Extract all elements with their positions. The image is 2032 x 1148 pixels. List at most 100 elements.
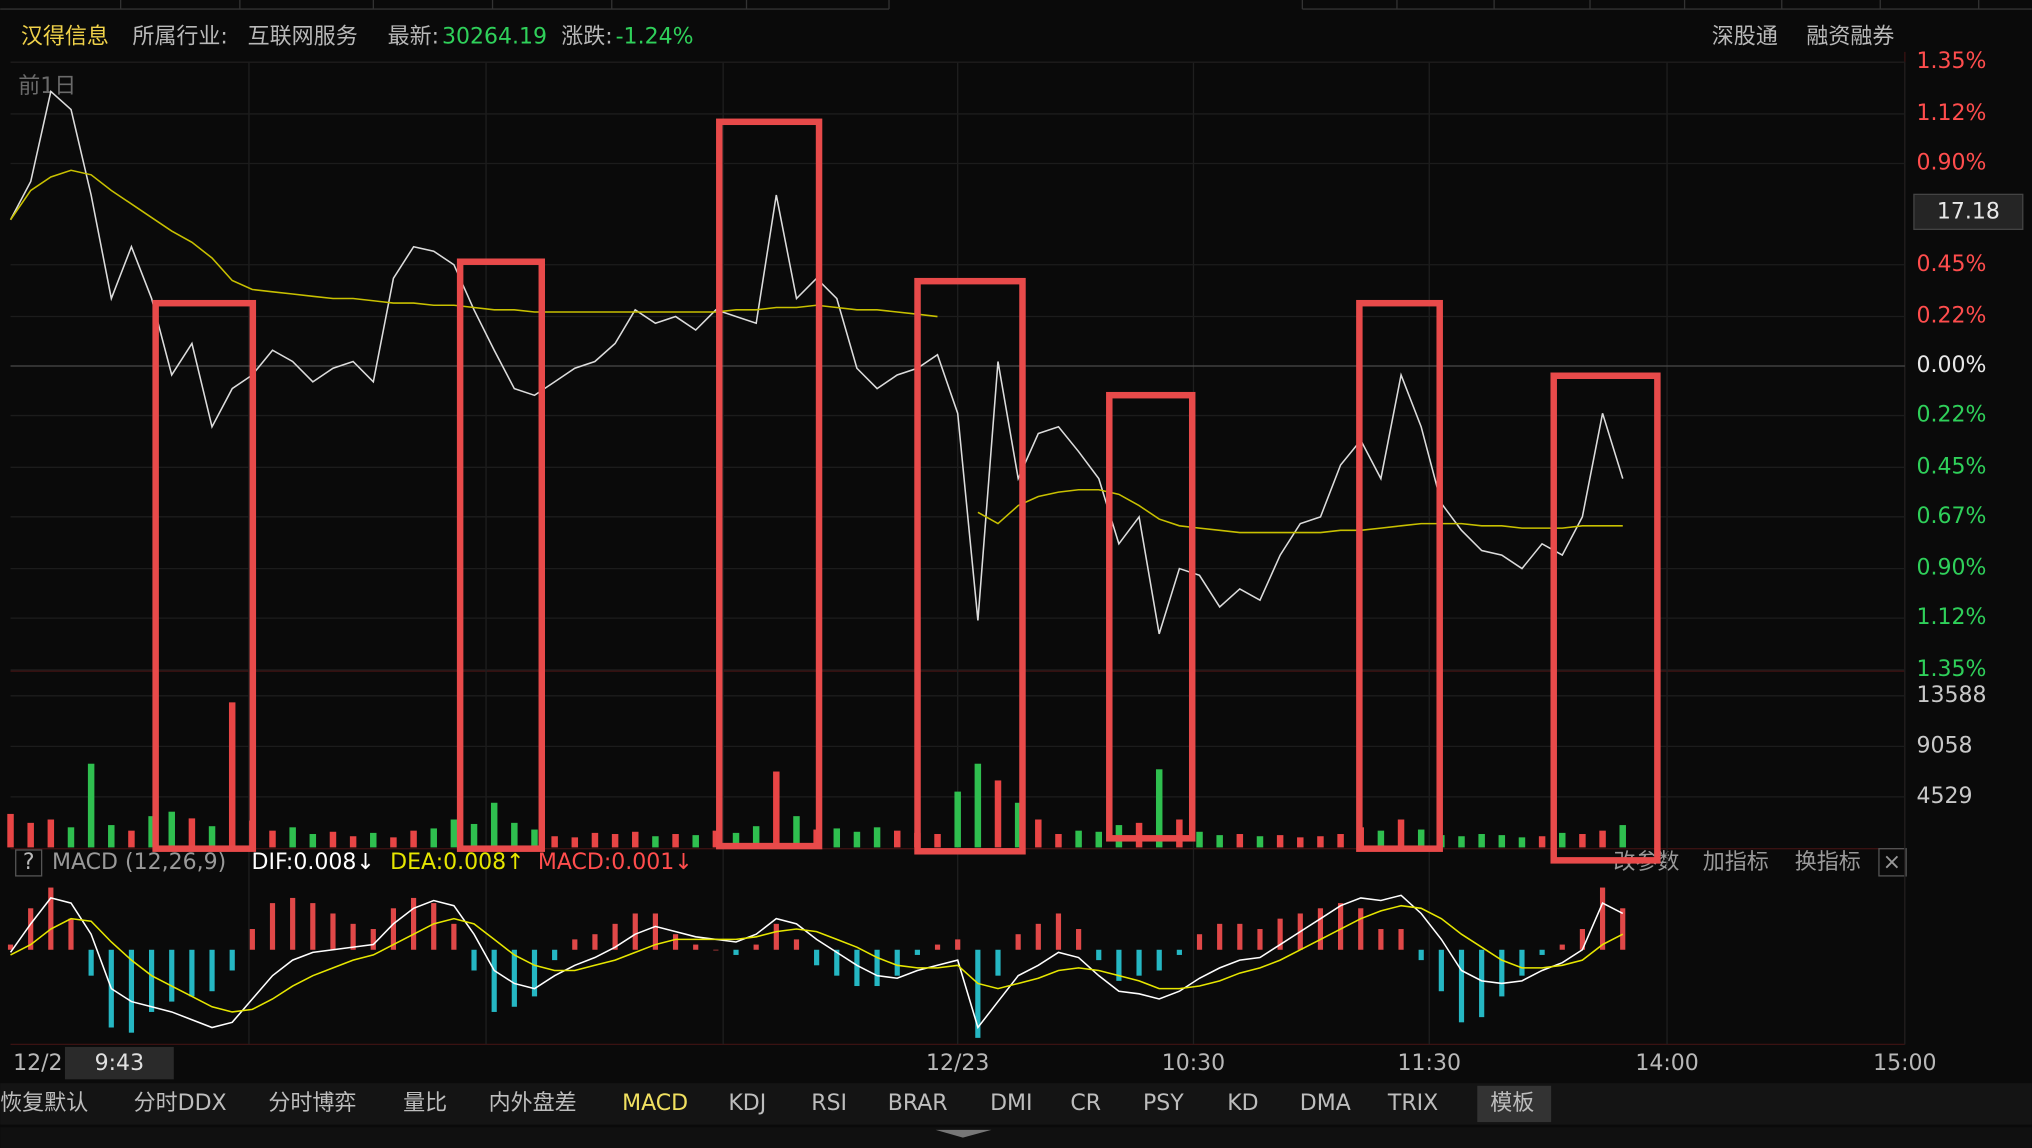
- tab[interactable]: KDJ: [728, 1091, 766, 1116]
- tab[interactable]: 量比: [403, 1091, 447, 1116]
- tab[interactable]: RSI: [811, 1091, 847, 1116]
- macd-bar: [773, 923, 779, 950]
- macd-bar: [693, 944, 699, 950]
- macd-bar: [169, 949, 175, 1002]
- volume-bar: [793, 816, 800, 848]
- help-box[interactable]: [15, 849, 43, 877]
- volume-bar: [87, 763, 95, 848]
- volume-bar: [108, 825, 115, 848]
- macd-bar: [1136, 949, 1142, 976]
- indicator-action[interactable]: 换指标: [1795, 850, 1861, 875]
- tab[interactable]: 分时博弈: [268, 1091, 356, 1116]
- volume-bar: [833, 828, 841, 848]
- tab[interactable]: 内外盘差: [489, 1091, 577, 1116]
- macd-bar: [1358, 908, 1364, 950]
- volume-bar: [47, 819, 55, 848]
- tab[interactable]: TRIX: [1387, 1091, 1438, 1116]
- macd-bar: [1217, 923, 1223, 950]
- header-link[interactable]: 融资融券: [1806, 25, 1894, 50]
- collapse-arrow[interactable]: [935, 1129, 992, 1138]
- macd-bar: [88, 949, 94, 976]
- y-tick-label: 9058: [1917, 733, 1973, 758]
- volume-bar: [188, 818, 196, 848]
- macd-bar: [471, 949, 477, 971]
- industry[interactable]: 互联网服务: [248, 25, 358, 50]
- tab[interactable]: MACD: [622, 1091, 688, 1116]
- tab[interactable]: 模板: [1490, 1091, 1534, 1116]
- volume-bar: [1014, 802, 1022, 848]
- tab[interactable]: DMI: [990, 1091, 1032, 1116]
- tab[interactable]: BRAR: [888, 1091, 948, 1116]
- top-strip: [0, 0, 2032, 10]
- change-value: -1.24%: [616, 25, 694, 50]
- volume-bar: [1478, 834, 1485, 848]
- close-box[interactable]: [1878, 848, 1907, 877]
- volume-bar: [511, 822, 518, 848]
- macd-bar: [733, 949, 739, 955]
- macd-bar: [1398, 929, 1404, 950]
- volume-bar: [1579, 834, 1586, 848]
- volume-bar: [1337, 834, 1344, 848]
- volume-bar: [430, 828, 437, 848]
- macd-bar: [491, 949, 497, 1012]
- macd-bar: [612, 923, 618, 950]
- close[interactable]: ×: [1883, 850, 1901, 875]
- macd-bar: [632, 913, 638, 950]
- volume-bar: [1256, 836, 1264, 848]
- line: [9, 169, 938, 318]
- status-bar: [0, 1127, 2032, 1148]
- volume-bar: [410, 830, 417, 848]
- macd-bar: [229, 949, 235, 971]
- macd-bar: [1176, 949, 1182, 955]
- plots: 12/2 12/23 10:30 11:30 14:00 15:00 1.35% 1.12% 0…: [7, 49, 1987, 1076]
- header-link[interactable]: 深股通: [1712, 25, 1778, 50]
- macd-bar: [48, 887, 54, 950]
- dif-value: DIF:0.008↓: [252, 850, 375, 875]
- tab[interactable]: PSY: [1143, 1091, 1184, 1116]
- macd-bar: [1317, 908, 1324, 950]
- macd-bar: [1277, 918, 1283, 950]
- help[interactable]: ?: [23, 850, 35, 875]
- macd-bar: [1096, 949, 1102, 961]
- y-tick-label: 0.00%: [1917, 353, 1987, 378]
- volume-bar: [672, 834, 679, 848]
- indicator-action[interactable]: 加指标: [1703, 850, 1769, 875]
- macd-bar: [955, 939, 961, 950]
- macd-bar: [1559, 944, 1565, 950]
- tab[interactable]: 分时DDX: [134, 1091, 227, 1116]
- volume-bar: [450, 819, 458, 848]
- macd-bar: [1519, 949, 1525, 976]
- volume-bar: [27, 822, 34, 848]
- macd-bar: [1539, 949, 1545, 955]
- volume-bar: [1216, 835, 1223, 848]
- macd-bar: [350, 923, 356, 950]
- volume-bar: [370, 832, 377, 848]
- stock-name[interactable]: 汉得信息: [21, 25, 109, 50]
- y-tick-label: 1.35%: [1917, 657, 1987, 682]
- macd-bar: [934, 944, 941, 950]
- tab[interactable]: CR: [1070, 1091, 1101, 1116]
- volume-bar: [1599, 830, 1606, 848]
- macd-bar: [128, 949, 135, 1033]
- volume-bar: [208, 826, 216, 848]
- macd-bar: [1035, 923, 1041, 950]
- volume-bar: [390, 837, 397, 848]
- line: [977, 489, 1623, 534]
- macd-bar: [914, 949, 920, 955]
- volume-bar: [873, 827, 881, 848]
- latest-value: 30264.19: [442, 25, 547, 50]
- cursor-price-box: [1913, 193, 2024, 230]
- tab[interactable]: KD: [1227, 1091, 1258, 1116]
- volume-bar: [571, 837, 579, 848]
- volume-bar: [470, 823, 478, 848]
- macd-bar: [370, 929, 376, 950]
- tab[interactable]: DMA: [1300, 1091, 1351, 1116]
- macd-bar: [672, 934, 679, 950]
- y-tick-label: 1.12%: [1917, 605, 1987, 630]
- macd-bar: [410, 897, 417, 950]
- tab[interactable]: 恢复默认: [0, 1091, 88, 1116]
- indicator-name[interactable]: MACD (12,26,9): [52, 850, 226, 875]
- volume-bar: [692, 835, 699, 848]
